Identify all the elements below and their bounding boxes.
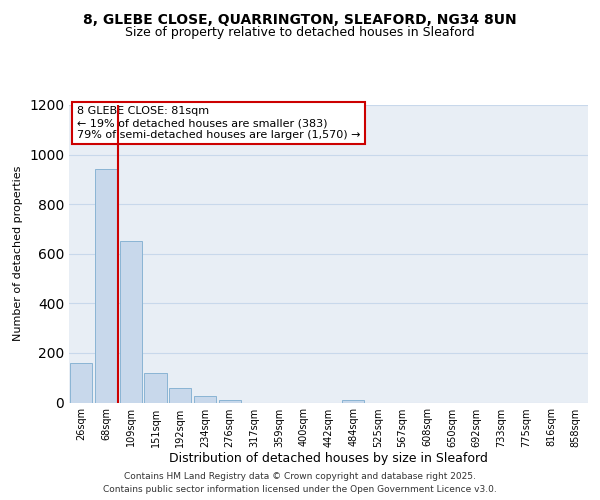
Bar [342,400,364,402]
Bar [169,388,191,402]
Text: 8, GLEBE CLOSE, QUARRINGTON, SLEAFORD, NG34 8UN: 8, GLEBE CLOSE, QUARRINGTON, SLEAFORD, N… [83,12,517,26]
Bar [70,363,92,403]
Bar [95,170,117,402]
Bar [145,373,167,402]
Bar [218,400,241,402]
Bar [119,242,142,402]
Y-axis label: Number of detached properties: Number of detached properties [13,166,23,342]
Text: Contains HM Land Registry data © Crown copyright and database right 2025.: Contains HM Land Registry data © Crown c… [124,472,476,481]
Text: Contains public sector information licensed under the Open Government Licence v3: Contains public sector information licen… [103,485,497,494]
Text: Size of property relative to detached houses in Sleaford: Size of property relative to detached ho… [125,26,475,39]
Bar [194,396,216,402]
X-axis label: Distribution of detached houses by size in Sleaford: Distribution of detached houses by size … [169,452,488,466]
Text: 8 GLEBE CLOSE: 81sqm
← 19% of detached houses are smaller (383)
79% of semi-deta: 8 GLEBE CLOSE: 81sqm ← 19% of detached h… [77,106,360,140]
